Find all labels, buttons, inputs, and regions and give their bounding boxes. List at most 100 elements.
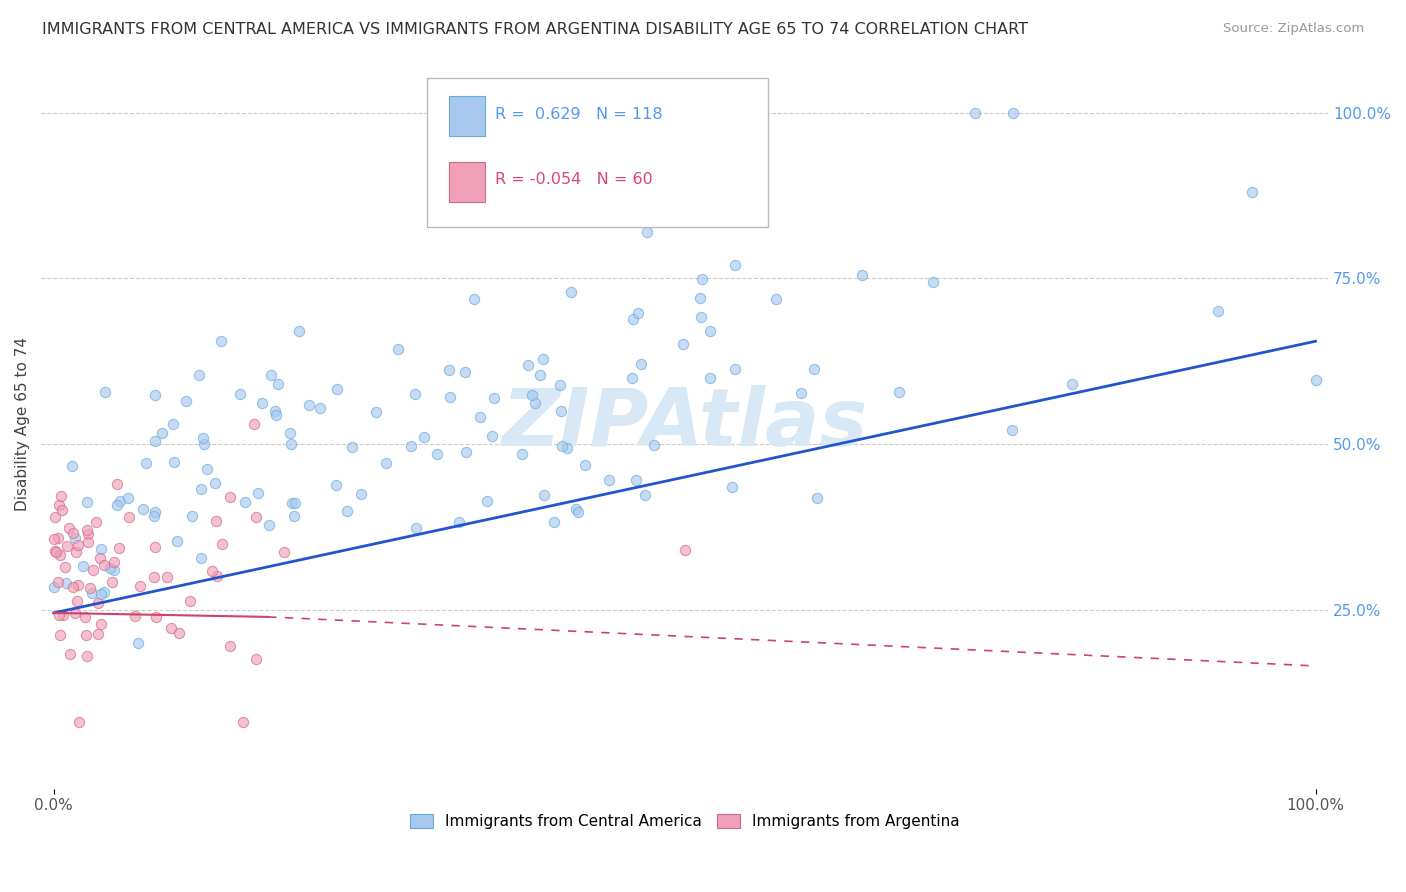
Point (143, 434, 166, 448)
Point (342, 440, 364, 454)
Point (232, 715, 254, 730)
Point (555, 442, 578, 456)
Point (93, 558, 115, 572)
Point (160, 621, 183, 635)
Point (143, 540, 166, 554)
Point (765, 292, 787, 306)
Point (90, 617, 112, 632)
Point (550, 404, 572, 418)
Point (522, 388, 544, 402)
Point (89, 550, 111, 565)
Point (273, 545, 295, 559)
Point (350, 486, 373, 500)
Text: R =  0.629   N = 118: R = 0.629 N = 118 (495, 107, 664, 122)
Point (90, 541, 112, 556)
Point (143, 388, 166, 402)
Point (287, 325, 309, 339)
Point (103, 564, 125, 578)
Point (404, 387, 426, 401)
Point (49, 548, 72, 562)
Point (204, 476, 226, 491)
Point (1206, 304, 1229, 318)
Point (75, 627, 97, 641)
Point (190, 482, 212, 496)
Point (724, 258, 747, 272)
Point (87, 627, 110, 641)
Point (267, 376, 290, 391)
Point (66, 594, 89, 608)
Point (364, 405, 387, 419)
Point (67, 715, 90, 730)
Point (90, 587, 112, 601)
Point (58, 521, 80, 535)
Point (49, 489, 72, 503)
Point (76, 535, 98, 549)
Point (529, 368, 551, 383)
Point (142, 509, 165, 524)
Point (437, 363, 460, 377)
Point (325, 478, 347, 492)
Point (129, 579, 152, 593)
Point (44, 544, 66, 558)
Point (453, 365, 475, 379)
Point (205, 514, 228, 528)
Point (190, 550, 212, 565)
Point (806, 491, 828, 505)
Point (963, 105, 986, 120)
Point (790, 385, 813, 400)
Point (689, 291, 711, 305)
Point (510, 447, 533, 461)
Point (245, 509, 267, 524)
Point (439, 391, 461, 405)
Point (108, 494, 131, 508)
Point (257, 517, 280, 532)
Point (143, 570, 166, 584)
Text: IMMIGRANTS FROM CENTRAL AMERICA VS IMMIGRANTS FROM ARGENTINA DISABILITY AGE 65 T: IMMIGRANTS FROM CENTRAL AMERICA VS IMMIG… (42, 22, 1028, 37)
Point (247, 486, 270, 500)
Point (191, 432, 214, 446)
Point (79, 582, 101, 596)
Point (46, 531, 69, 545)
Point (87, 597, 110, 611)
Point (124, 609, 146, 624)
Point (103, 556, 125, 570)
Point (454, 444, 477, 458)
Point (523, 396, 546, 410)
Point (162, 417, 184, 431)
Point (86, 515, 108, 529)
Bar (449, 96, 485, 136)
Point (211, 537, 233, 551)
Point (72, 559, 94, 574)
Point (166, 533, 188, 548)
Point (75, 609, 97, 624)
Point (93, 385, 115, 400)
Point (169, 626, 191, 640)
Point (264, 408, 287, 422)
Point (188, 368, 211, 383)
Point (280, 436, 302, 450)
Point (1241, 185, 1264, 199)
Point (463, 292, 485, 306)
Point (283, 509, 305, 524)
Point (98, 561, 121, 575)
Point (1001, 423, 1024, 437)
Point (643, 438, 665, 452)
Point (229, 387, 252, 401)
Point (374, 456, 396, 470)
Point (65, 545, 87, 559)
Point (699, 324, 721, 338)
Point (574, 458, 596, 473)
Point (543, 515, 565, 529)
Point (117, 491, 139, 506)
Point (565, 502, 588, 516)
Point (243, 417, 266, 431)
Point (105, 476, 128, 491)
Point (531, 351, 554, 366)
Point (195, 462, 218, 476)
Point (93, 585, 115, 599)
Point (80, 586, 103, 600)
Point (66, 578, 89, 592)
Point (193, 436, 215, 450)
Text: R = -0.054   N = 60: R = -0.054 N = 60 (495, 172, 654, 187)
Point (689, 310, 711, 324)
